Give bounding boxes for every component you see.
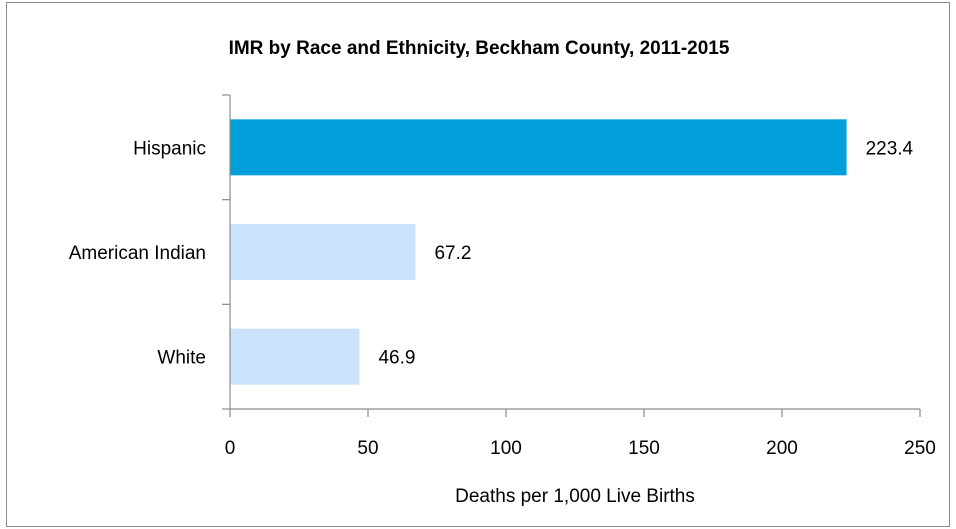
x-tick-label-150: 150: [628, 438, 660, 459]
x-tick-label-50: 50: [357, 438, 378, 459]
chart-title: IMR by Race and Ethnicity, Beckham Count…: [229, 38, 730, 59]
x-tick-label-0: 0: [225, 438, 236, 459]
category-label-white: White: [157, 348, 206, 369]
bars-layer: [230, 119, 847, 385]
category-label-hispanic: Hispanic: [133, 138, 206, 159]
value-label-hispanic: 223.4: [866, 138, 914, 159]
x-tick-label-200: 200: [766, 438, 798, 459]
axes-layer: [222, 94, 921, 417]
category-label-american-indian: American Indian: [69, 243, 206, 264]
chart-svg: IMR by Race and Ethnicity, Beckham Count…: [69, 38, 936, 507]
labels-layer: Hispanic 223.4 American Indian 67.2 White 46.…: [69, 138, 936, 459]
x-axis-title: Deaths per 1,000 Live Births: [455, 486, 695, 507]
bar-white: [230, 328, 360, 385]
bar-american-indian: [230, 224, 416, 280]
x-tick-label-100: 100: [490, 438, 522, 459]
value-label-american-indian: 67.2: [434, 243, 471, 264]
x-tick-label-250: 250: [904, 438, 936, 459]
chart-frame: IMR by Race and Ethnicity, Beckham Count…: [6, 2, 950, 527]
bar-hispanic: [230, 119, 847, 176]
value-label-white: 46.9: [378, 348, 415, 369]
